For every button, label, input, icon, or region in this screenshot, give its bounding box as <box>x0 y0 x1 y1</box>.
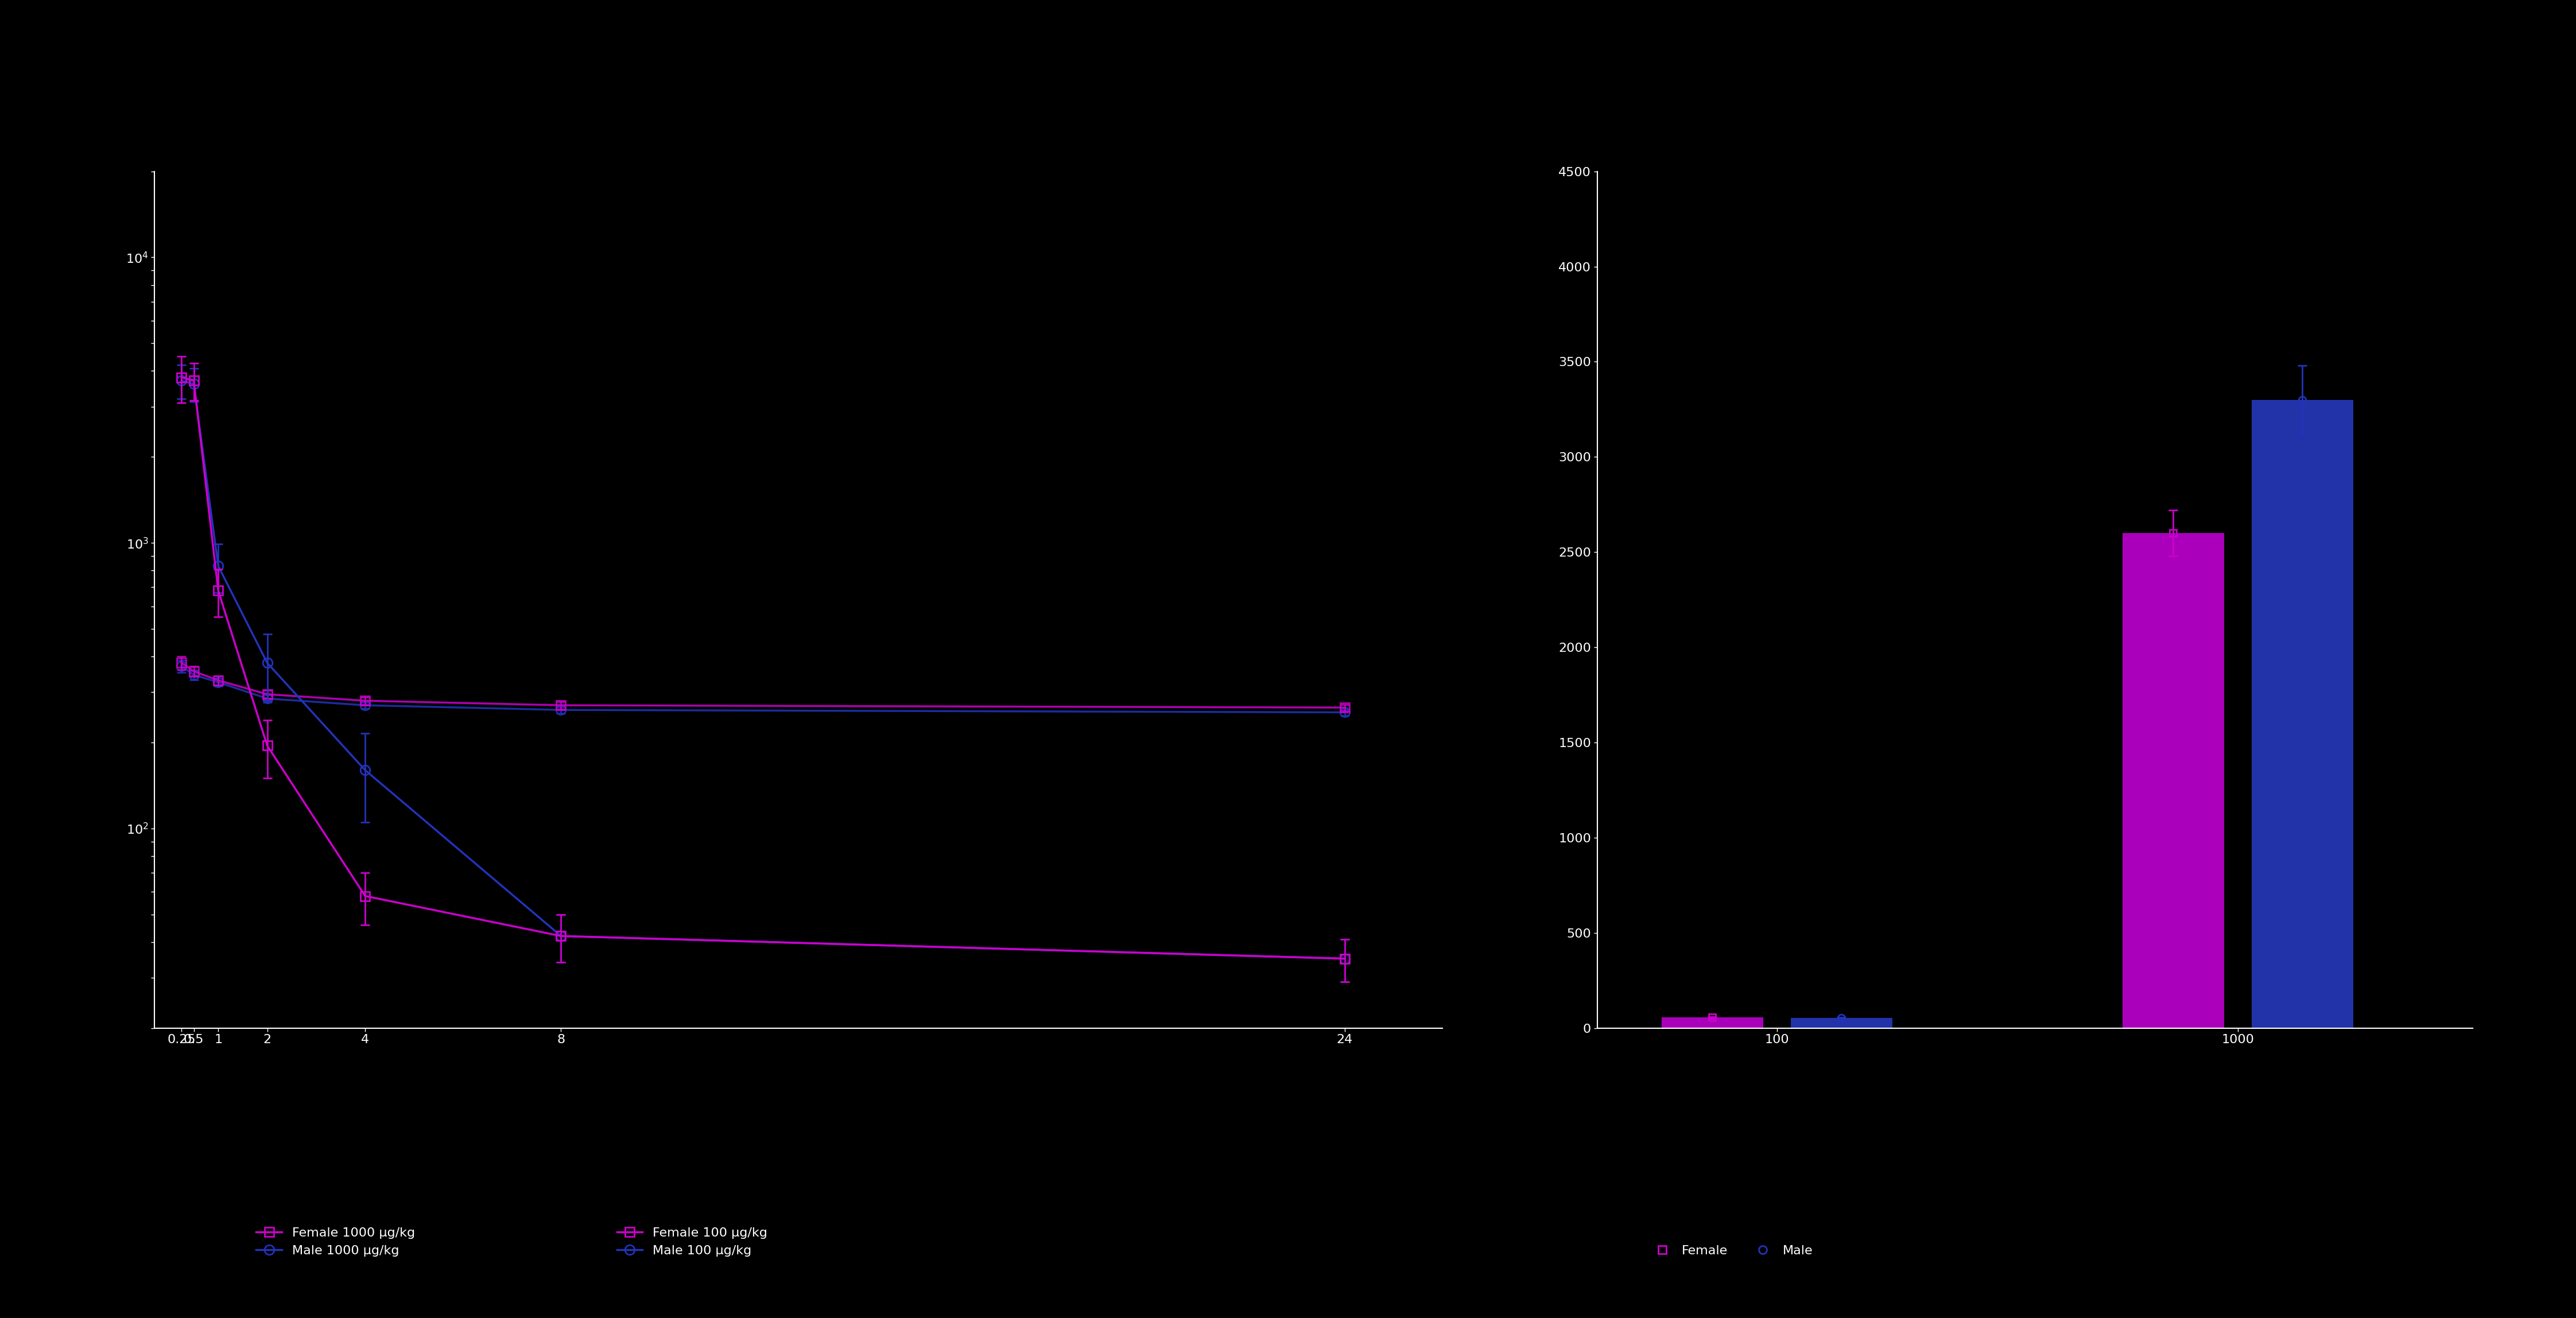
Bar <box>2251 399 2352 1028</box>
Bar <box>1662 1017 1762 1028</box>
Legend: Female 100 µg/kg, Male 100 µg/kg: Female 100 µg/kg, Male 100 µg/kg <box>611 1222 773 1261</box>
Legend: Female, Male: Female, Male <box>1646 1240 1819 1261</box>
Bar <box>2123 532 2223 1028</box>
Bar <box>1790 1017 1893 1028</box>
